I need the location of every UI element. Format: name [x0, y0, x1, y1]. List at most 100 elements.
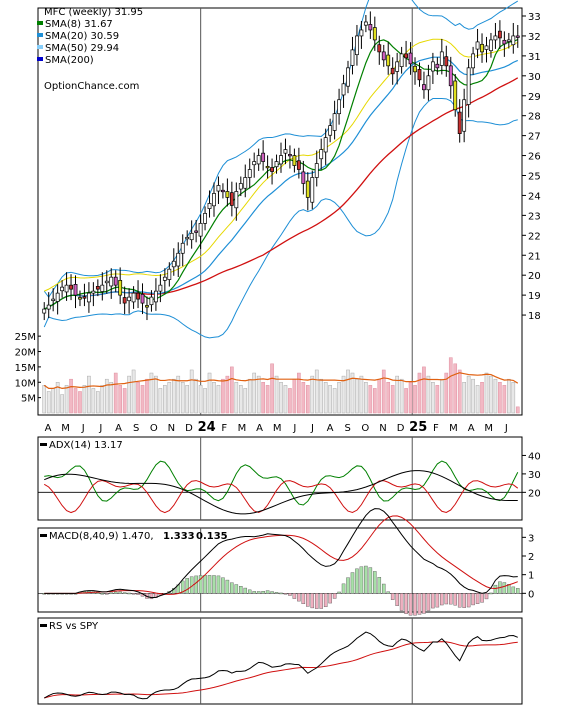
macd-histogram-bar: [381, 583, 386, 594]
volume-bar: [408, 382, 413, 414]
candle: [167, 268, 172, 280]
volume-bar: [274, 375, 279, 414]
candle: [261, 152, 266, 162]
volume-bar: [364, 382, 368, 414]
volume-bar: [471, 378, 475, 414]
x-tick-label: 25: [409, 420, 427, 435]
candle: [350, 49, 355, 66]
x-tick-label: A: [256, 423, 263, 434]
x-tick-label: J: [292, 423, 296, 434]
macd-histogram-bar: [310, 593, 315, 609]
candle: [301, 171, 306, 184]
candle: [207, 203, 212, 209]
candle: [328, 125, 333, 136]
macd-histogram-bar: [265, 590, 270, 594]
macd-histogram-bar: [185, 578, 189, 594]
adx-label: ADX(14) 13.17: [49, 440, 123, 451]
legend-swatch: [37, 33, 43, 37]
volume-bar: [55, 382, 60, 414]
x-tick-label: A: [468, 423, 475, 434]
candle: [176, 252, 181, 267]
volume-bar: [319, 378, 324, 414]
volume-tick-label: 10M: [15, 378, 36, 389]
volume-bar: [171, 378, 176, 414]
macd-histogram-bar: [127, 592, 131, 595]
macd-histogram-bar: [386, 591, 390, 594]
candle: [243, 177, 248, 189]
macd-histogram-bar: [377, 577, 382, 594]
volume-bar: [462, 382, 466, 414]
candle: [109, 276, 114, 287]
candle: [194, 230, 199, 233]
macd-histogram-bar: [435, 593, 440, 608]
macd-histogram-bar: [194, 575, 198, 594]
candle: [82, 296, 87, 299]
x-tick-label: J: [504, 423, 508, 434]
candle: [484, 45, 489, 50]
volume-tick-label: 20M: [15, 348, 36, 359]
volume-bar: [301, 382, 306, 414]
volume-bar: [221, 378, 225, 414]
volume-bar: [466, 375, 471, 414]
macd-histogram-bar: [471, 593, 475, 606]
volume-bar: [435, 385, 440, 414]
price-tick-label: 25: [528, 172, 541, 183]
candle: [377, 44, 382, 53]
x-tick-label: J: [98, 423, 102, 434]
x-tick-label: D: [397, 423, 405, 434]
macd-histogram-bar: [502, 582, 507, 594]
volume-bar: [377, 378, 382, 414]
volume-bar: [122, 388, 127, 414]
volume-bar: [60, 394, 64, 414]
volume-bar: [216, 385, 221, 414]
sma8-line: [43, 38, 518, 310]
candle: [506, 39, 511, 42]
candle: [171, 260, 176, 268]
macd-histogram-value: 0.135: [196, 531, 228, 542]
volume-bar: [113, 372, 118, 414]
volume-bar: [180, 382, 185, 414]
candle: [131, 292, 136, 303]
legend-entry: SMA(8) 31.67: [45, 19, 113, 30]
candle: [51, 298, 56, 301]
macd-histogram-bar: [346, 577, 350, 594]
candle: [234, 191, 239, 209]
candle: [100, 284, 105, 292]
x-tick-label: M: [273, 423, 282, 434]
macd-histogram-bar: [480, 593, 484, 603]
volume-bar: [332, 388, 337, 414]
candle: [86, 292, 91, 303]
legend-swatch: [37, 21, 43, 25]
macd-histogram-bar: [462, 593, 466, 608]
x-tick-label: M: [238, 423, 247, 434]
candle: [42, 308, 47, 314]
x-tick-label: S: [133, 423, 139, 434]
volume-bar: [310, 375, 315, 414]
candle: [497, 30, 502, 39]
candle: [122, 297, 127, 304]
macd-histogram-bar: [203, 575, 207, 594]
x-tick-label: M: [484, 423, 493, 434]
candle: [310, 177, 315, 203]
candle: [386, 54, 391, 67]
macd-histogram-bar: [288, 593, 292, 596]
macd-histogram-bar: [337, 591, 341, 594]
volume-bar: [194, 378, 198, 414]
price-tick-label: 22: [528, 231, 541, 242]
macd-histogram-bar: [408, 593, 413, 616]
volume-bar: [448, 357, 453, 414]
candle: [127, 296, 132, 302]
macd-histogram-bar: [319, 593, 323, 609]
volume-bar: [230, 366, 234, 414]
volume-bar: [305, 385, 310, 414]
macd-histogram-bar: [493, 584, 498, 594]
price-tick-label: 28: [528, 112, 541, 123]
volume-bar: [118, 385, 122, 414]
x-tick-label: O: [150, 423, 158, 434]
volume-bar: [198, 385, 203, 414]
macd-histogram-bar: [489, 592, 493, 595]
volume-bar: [158, 388, 163, 414]
candle: [413, 65, 417, 73]
volume-bar: [189, 369, 194, 414]
volume-bar: [104, 378, 109, 414]
